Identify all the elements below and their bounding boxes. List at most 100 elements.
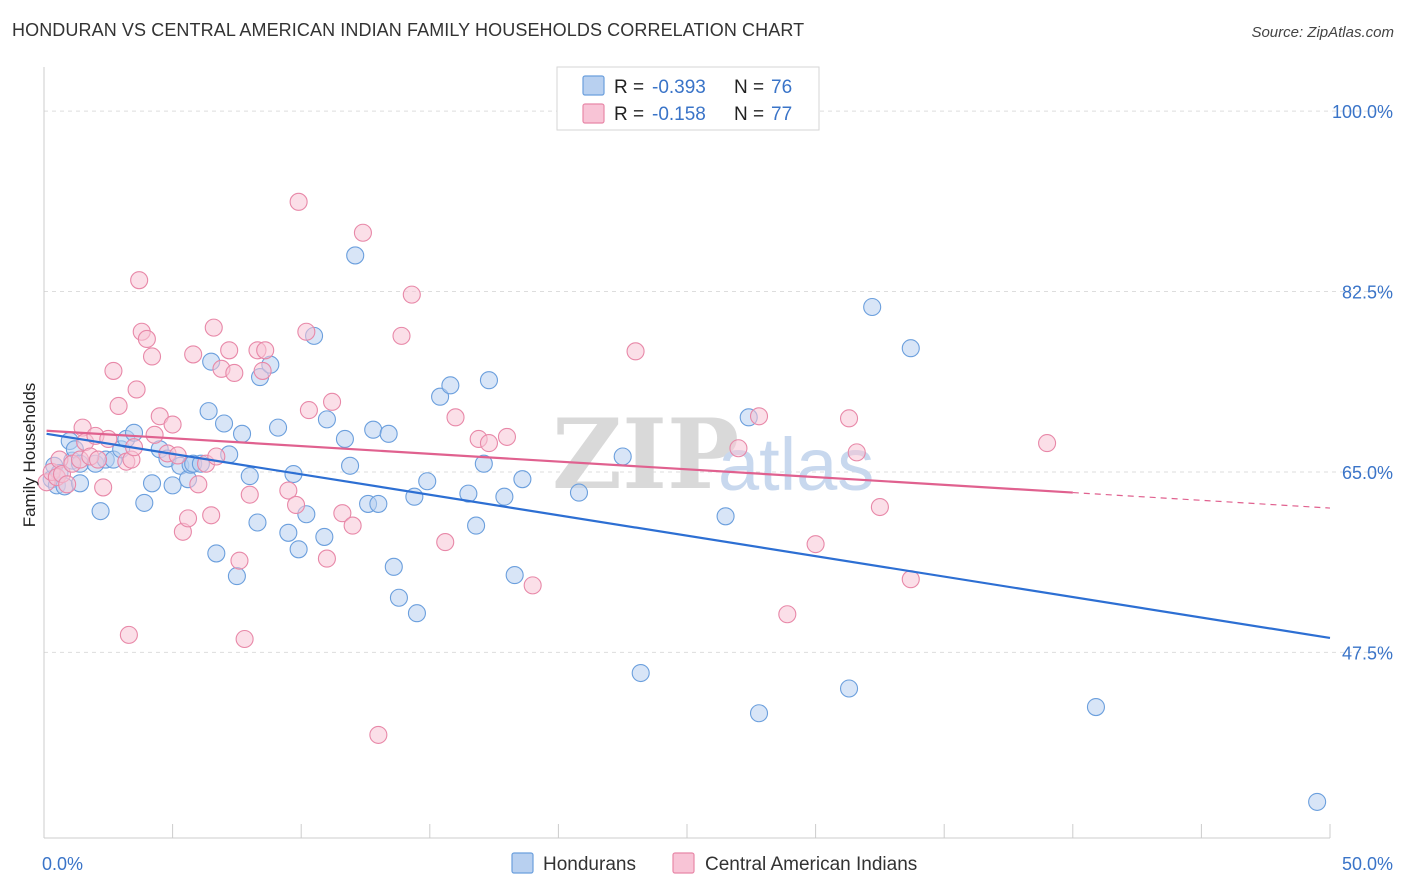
central-american-indian-point-15 (104, 361, 123, 380)
honduran-point-61 (467, 516, 486, 535)
honduran-point-27 (199, 402, 218, 421)
grid (44, 110, 1395, 653)
honduran-point-11 (91, 502, 110, 521)
central-american-indian-point-36 (202, 506, 221, 525)
central-american-indian-point-52 (299, 401, 318, 420)
central-american-indian-point-56 (343, 516, 362, 535)
y-tick-label-3: 47.5% (1342, 643, 1393, 663)
central-american-indian-point-48 (279, 481, 298, 500)
honduran-point-65 (505, 566, 524, 585)
central-american-indian-point-49 (287, 495, 306, 515)
honduran-point-34 (240, 467, 259, 486)
central-american-indian-trend-line (46, 429, 1073, 494)
central-american-indian-point-22 (130, 271, 149, 290)
central-american-indian-point-16 (109, 396, 128, 416)
honduran-point-46 (335, 429, 354, 449)
x-tick-label-0: 0.0% (42, 854, 83, 874)
central-american-indian-point-51 (297, 322, 316, 341)
honduran-point-62 (474, 454, 493, 473)
honduran-point-77 (1308, 792, 1327, 811)
honduran-point-70 (716, 507, 735, 526)
legend: R = -0.393 N = 76 R = -0.158 N = 77 (556, 66, 820, 131)
data-points (37, 192, 1327, 811)
axes (43, 67, 1331, 839)
central-american-indian-point-46 (253, 361, 272, 380)
watermark-atlas: atlas (718, 423, 874, 506)
y-axis-label: Family Households (20, 383, 39, 528)
central-american-indian-point-73 (847, 443, 866, 462)
central-american-indian-point-69 (749, 407, 769, 426)
honduran-point-32 (227, 567, 246, 586)
central-american-indian-point-34 (189, 475, 208, 494)
honduran-point-30 (214, 414, 234, 433)
central-american-indian-point-26 (145, 425, 164, 444)
central-american-indian-point-50 (289, 192, 308, 211)
honduran-point-39 (279, 523, 298, 542)
legend-r-value-2: -0.158 (652, 104, 706, 125)
bottom-legend: Hondurans Central American Indians (511, 852, 917, 875)
bottom-legend-swatch-hondurans (511, 852, 534, 874)
honduran-point-64 (495, 487, 514, 506)
source-label: Source: ZipAtlas.com (1251, 24, 1394, 41)
honduran-point-38 (269, 418, 288, 437)
central-american-indian-point-70 (778, 605, 797, 624)
bottom-legend-central-american-indians: Central American Indians (705, 854, 917, 875)
honduran-point-45 (317, 410, 336, 429)
central-american-indian-point-21 (127, 380, 146, 399)
central-american-indian-point-5 (58, 475, 77, 494)
legend-n-value-1: 76 (771, 77, 792, 98)
honduran-point-58 (431, 387, 450, 406)
central-american-indian-point-67 (626, 342, 645, 361)
legend-n-label-2: N = (734, 104, 764, 125)
honduran-point-51 (369, 494, 388, 513)
honduran-point-41 (289, 540, 308, 559)
honduran-point-59 (441, 376, 460, 395)
legend-n-value-2: 77 (771, 104, 792, 125)
central-american-indian-point-42 (230, 551, 249, 570)
central-american-indian-point-32 (178, 509, 198, 528)
honduran-point-18 (142, 474, 162, 493)
central-american-indian-point-76 (1038, 434, 1057, 453)
legend-swatch-hondurans (582, 75, 605, 96)
central-american-indian-point-60 (402, 285, 421, 304)
central-american-indian-point-43 (235, 629, 254, 649)
x-tick-labels: 0.0% 50.0% (42, 854, 1393, 874)
central-american-indian-point-29 (163, 415, 182, 434)
x-tick-label-1: 50.0% (1342, 854, 1393, 874)
central-american-indian-point-58 (369, 725, 388, 744)
central-american-indian-point-13 (94, 478, 113, 497)
central-american-indian-point-24 (137, 329, 156, 349)
honduran-point-73 (839, 679, 859, 698)
honduran-point-68 (613, 447, 632, 466)
central-american-indian-point-55 (333, 504, 352, 523)
central-american-indian-point-66 (523, 576, 542, 595)
honduran-point-35 (248, 513, 267, 532)
honduran-point-57 (418, 472, 437, 491)
y-tick-label-0: 100.0% (1332, 102, 1393, 122)
legend-r-label-1: R = (614, 77, 644, 98)
central-american-indian-point-74 (870, 497, 889, 517)
honduran-point-56 (407, 604, 426, 623)
honduran-point-75 (901, 339, 920, 358)
legend-r-value-1: -0.393 (652, 77, 706, 98)
central-american-indian-point-57 (353, 223, 372, 242)
honduran-trend-line (46, 432, 1331, 640)
central-american-indian-point-64 (479, 434, 499, 453)
honduran-point-54 (389, 588, 408, 607)
trend-lines (46, 429, 1331, 640)
honduran-point-17 (135, 493, 154, 512)
central-american-indian-point-59 (392, 326, 411, 345)
central-american-indian-trend-extension (1072, 491, 1331, 509)
central-american-indian-point-37 (204, 318, 223, 337)
honduran-point-66 (513, 470, 532, 489)
watermark: ZIP atlas (552, 398, 874, 511)
central-american-indian-point-33 (184, 345, 203, 364)
central-american-indian-point-27 (150, 407, 169, 426)
central-american-indian-point-41 (225, 363, 244, 383)
central-american-indian-point-18 (119, 625, 138, 644)
central-american-indian-point-71 (806, 535, 825, 554)
central-american-indian-point-65 (497, 427, 517, 446)
central-american-indian-point-47 (256, 341, 275, 360)
bottom-legend-swatch-central-american-indians (672, 852, 695, 874)
